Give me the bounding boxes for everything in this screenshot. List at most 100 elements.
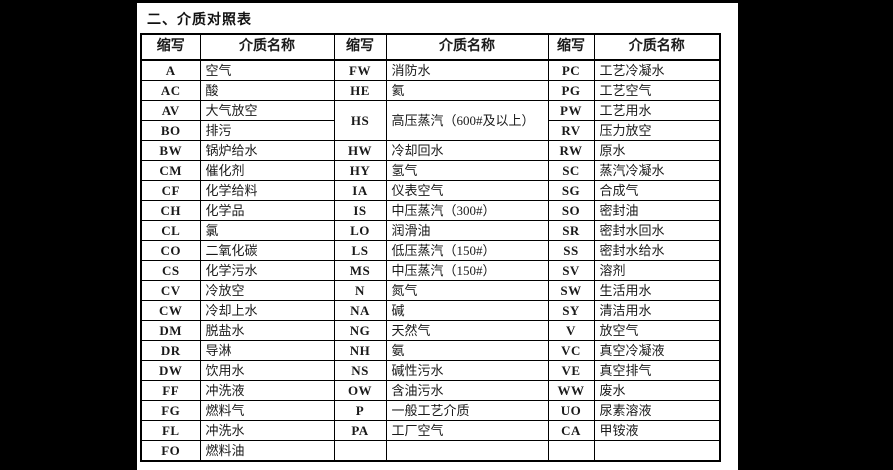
name-cell: 二氧化碳 xyxy=(199,240,335,261)
abbr-cell: WW xyxy=(547,380,595,401)
media-comparison-table: 缩写 介质名称 缩写 介质名称 缩写 介质名称 A 空气 FW 消防水 PC 工艺冷凝水 A… xyxy=(140,33,721,462)
table-row: CF 化学给料 IA 仪表空气 SG 合成气 xyxy=(140,180,721,201)
abbr-cell: FG xyxy=(140,400,201,421)
name-cell: 尿素溶液 xyxy=(593,400,721,421)
name-cell: 真空冷凝液 xyxy=(593,340,721,361)
table-row: DR 导淋 NH 氨 VC 真空冷凝液 xyxy=(140,340,721,361)
name-cell: 氮气 xyxy=(385,280,549,301)
table-row: FG 燃料气 P 一般工艺介质 UO 尿素溶液 xyxy=(140,400,721,421)
name-cell: 冷放空 xyxy=(199,280,335,301)
abbr-cell: MS xyxy=(333,260,387,281)
name-cell: 脱盐水 xyxy=(199,320,335,341)
name-cell: 排污 xyxy=(199,120,335,141)
name-cell: 合成气 xyxy=(593,180,721,201)
name-cell: 酸 xyxy=(199,80,335,101)
abbr-cell: P xyxy=(333,400,387,421)
name-cell: 氢气 xyxy=(385,160,549,181)
name-cell: 密封水回水 xyxy=(593,220,721,241)
abbr-cell: CV xyxy=(140,280,201,301)
abbr-cell: HW xyxy=(333,140,387,161)
name-cell: 化学给料 xyxy=(199,180,335,201)
abbr-cell: AV xyxy=(140,100,201,121)
table-row: AV 大气放空 HS 高压蒸汽（600#及以上） PW 工艺用水 xyxy=(140,100,721,141)
abbr-cell: SS xyxy=(547,240,595,261)
table-row: FL 冲洗水 PA 工厂空气 CA 甲铵液 xyxy=(140,420,721,441)
abbr-cell: NG xyxy=(333,320,387,341)
name-cell: 仪表空气 xyxy=(385,180,549,201)
name-cell xyxy=(593,440,721,462)
abbr-cell: SO xyxy=(547,200,595,221)
media-table-body: A 空气 FW 消防水 PC 工艺冷凝水 AC 酸 HE 氦 PG 工艺空气 AV 大气放空 HS 高压蒸汽（… xyxy=(140,59,721,462)
document-page: 二、介质对照表 缩写 介质名称 缩写 介质名称 缩写 介质名称 A 空气 FW 消防水… xyxy=(137,3,738,470)
abbr-cell: LS xyxy=(333,240,387,261)
name-cell: 生活用水 xyxy=(593,280,721,301)
abbr-cell: N xyxy=(333,280,387,301)
name-cell: 碱 xyxy=(385,300,549,321)
name-cell: 废水 xyxy=(593,380,721,401)
name-cell: 冲洗水 xyxy=(199,420,335,441)
name-cell: 燃料油 xyxy=(199,440,335,462)
abbr-cell: VC xyxy=(547,340,595,361)
name-cell: 密封水给水 xyxy=(593,240,721,261)
abbr-cell: OW xyxy=(333,380,387,401)
abbr-cell: CO xyxy=(140,240,201,261)
table-header-row: 缩写 介质名称 缩写 介质名称 缩写 介质名称 xyxy=(140,33,721,61)
table-row: FF 冲洗液 OW 含油污水 WW 废水 xyxy=(140,380,721,401)
name-cell: 溶剂 xyxy=(593,260,721,281)
abbr-cell: FW xyxy=(333,59,387,81)
abbr-cell: SC xyxy=(547,160,595,181)
header-abbr-3: 缩写 xyxy=(547,33,595,61)
table-row: CV 冷放空 N 氮气 SW 生活用水 xyxy=(140,280,721,301)
abbr-cell: HE xyxy=(333,80,387,101)
abbr-cell: CA xyxy=(547,420,595,441)
abbr-cell: PW xyxy=(547,100,595,121)
name-cell: 大气放空 xyxy=(199,100,335,121)
abbr-cell: BW xyxy=(140,140,201,161)
table-row: DM 脱盐水 NG 天然气 V 放空气 xyxy=(140,320,721,341)
header-abbr-1: 缩写 xyxy=(140,33,201,61)
name-cell: 氦 xyxy=(385,80,549,101)
name-cell: 工艺用水 xyxy=(593,100,721,121)
abbr-cell: NH xyxy=(333,340,387,361)
abbr-cell: VE xyxy=(547,360,595,381)
name-cell: 冲洗液 xyxy=(199,380,335,401)
name-cell: 清洁用水 xyxy=(593,300,721,321)
name-cell: 压力放空 xyxy=(593,120,721,141)
table-row: CO 二氧化碳 LS 低压蒸汽（150#） SS 密封水给水 xyxy=(140,240,721,261)
abbr-cell: PG xyxy=(547,80,595,101)
name-cell: 空气 xyxy=(199,59,335,81)
name-cell: 蒸汽冷凝水 xyxy=(593,160,721,181)
abbr-cell xyxy=(333,440,387,462)
name-cell: 化学品 xyxy=(199,200,335,221)
name-cell: 碱性污水 xyxy=(385,360,549,381)
table-row: A 空气 FW 消防水 PC 工艺冷凝水 xyxy=(140,59,721,81)
table-row: CS 化学污水 MS 中压蒸汽（150#） SV 溶剂 xyxy=(140,260,721,281)
table-row: CH 化学品 IS 中压蒸汽（300#） SO 密封油 xyxy=(140,200,721,221)
abbr-cell: FF xyxy=(140,380,201,401)
table-row: AC 酸 HE 氦 PG 工艺空气 xyxy=(140,80,721,101)
name-cell: 工厂空气 xyxy=(385,420,549,441)
name-cell: 饮用水 xyxy=(199,360,335,381)
abbr-cell: LO xyxy=(333,220,387,241)
name-cell: 氯 xyxy=(199,220,335,241)
header-name-1: 介质名称 xyxy=(199,33,335,61)
abbr-cell: PC xyxy=(547,59,595,81)
name-cell: 冷却回水 xyxy=(385,140,549,161)
table-row: BO 排污 RV 压力放空 xyxy=(140,120,721,141)
name-cell: 甲铵液 xyxy=(593,420,721,441)
abbr-cell: SW xyxy=(547,280,595,301)
abbr-cell: V xyxy=(547,320,595,341)
name-cell: 工艺冷凝水 xyxy=(593,59,721,81)
abbr-cell: BO xyxy=(140,120,201,141)
abbr-cell: CW xyxy=(140,300,201,321)
name-cell: 工艺空气 xyxy=(593,80,721,101)
name-cell: 放空气 xyxy=(593,320,721,341)
table-row: BW 锅炉给水 HW 冷却回水 RW 原水 xyxy=(140,140,721,161)
abbr-cell: RV xyxy=(547,120,595,141)
abbr-cell: IS xyxy=(333,200,387,221)
name-cell: 消防水 xyxy=(385,59,549,81)
abbr-cell: CS xyxy=(140,260,201,281)
name-cell: 氨 xyxy=(385,340,549,361)
abbr-cell: IA xyxy=(333,180,387,201)
